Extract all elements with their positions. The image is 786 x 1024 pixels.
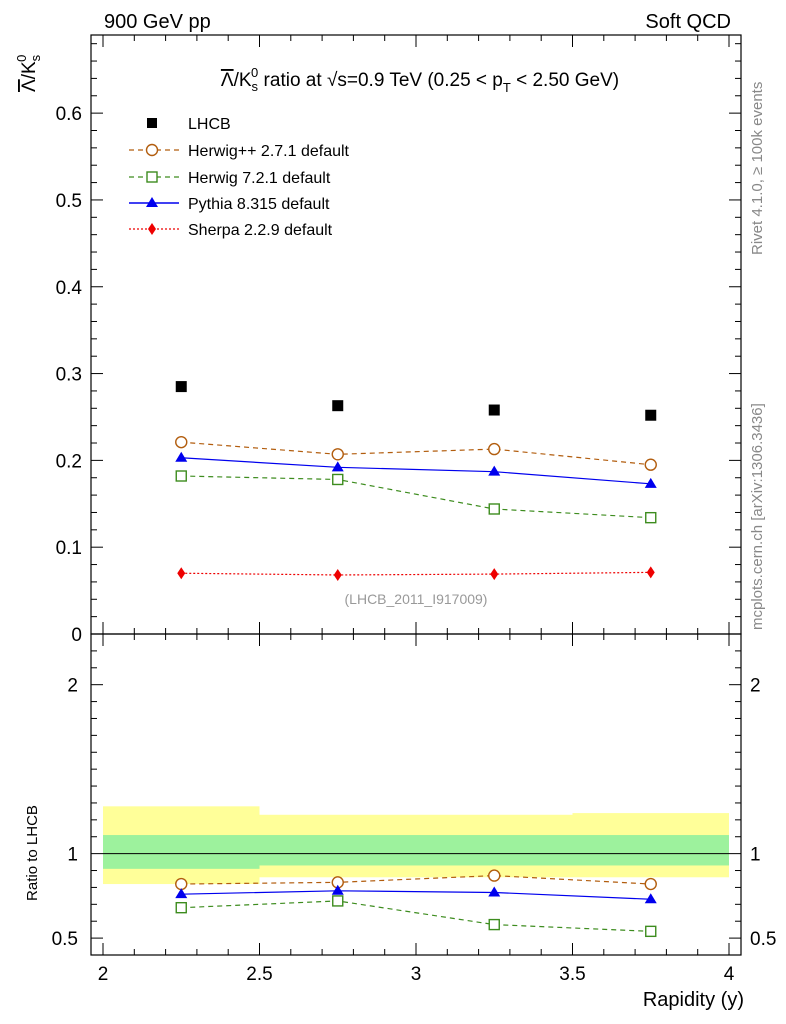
band-inner-0 bbox=[103, 835, 260, 869]
series-0-line bbox=[181, 441, 651, 466]
band-inner-3 bbox=[572, 835, 729, 866]
ratio-tick-label-right: 0.5 bbox=[750, 929, 776, 950]
series-2-point-3 bbox=[644, 477, 657, 488]
mcplots-label: mcplots.cern.ch [arXiv:1306.3436] bbox=[749, 403, 766, 630]
series-0-point-1 bbox=[331, 448, 344, 461]
title-tail: < 2.50 GeV) bbox=[511, 70, 619, 91]
series-1-ratio-point-2 bbox=[488, 918, 500, 931]
y-tick-label: 0.3 bbox=[56, 365, 82, 386]
series-2-point-0 bbox=[175, 451, 188, 462]
legend-marker-pythia bbox=[146, 197, 158, 207]
series-1-point-3 bbox=[645, 511, 657, 524]
legend-marker-sherpa bbox=[148, 223, 156, 235]
main-series bbox=[175, 381, 657, 581]
x-tick-label: 3 bbox=[411, 964, 422, 985]
lhcb-point-0 bbox=[175, 381, 187, 393]
chart-title: Λ/Ks0 ratio at √s=0.9 TeV (0.25 < pT < 2… bbox=[221, 65, 619, 95]
series-3-point-0 bbox=[177, 567, 186, 580]
series-2-ratio-point-0 bbox=[175, 888, 188, 899]
series-1-ratio-point-0 bbox=[175, 901, 187, 914]
y-tick-label: 0.6 bbox=[56, 104, 82, 125]
x-tick-label: 2.5 bbox=[246, 964, 272, 985]
series-2-point-2 bbox=[488, 465, 501, 476]
band-inner-1 bbox=[259, 835, 416, 866]
ratio-tick-label: 1 bbox=[67, 845, 78, 866]
series-0-ratio-point-2 bbox=[488, 869, 501, 882]
series-1-ratio-point-1 bbox=[332, 895, 344, 907]
ratio-bands bbox=[103, 806, 729, 885]
series-3-point-2 bbox=[490, 568, 499, 581]
header-left: 900 GeV pp bbox=[104, 11, 211, 33]
legend-label-sherpa: Sherpa 2.2.9 default bbox=[188, 222, 333, 239]
series-2-ratio-point-3 bbox=[644, 893, 657, 904]
legend-label-lhcb: LHCB bbox=[188, 116, 231, 133]
series-2-ratio-point-2 bbox=[488, 886, 501, 897]
legend-marker-lhcb bbox=[147, 118, 157, 128]
title-sub-s: s bbox=[252, 79, 259, 94]
series-2-line bbox=[181, 457, 651, 485]
ylabel-lambda-bar: Λ bbox=[19, 79, 40, 92]
ratio-y-axis-label: Ratio to LHCB bbox=[24, 805, 41, 901]
series-1-line bbox=[181, 475, 651, 519]
legend-label-herwigpp: Herwig++ 2.7.1 default bbox=[188, 143, 350, 160]
series-0-ratio-line bbox=[181, 874, 651, 885]
series-2-ratio-line bbox=[181, 890, 651, 900]
series-1-ratio-line bbox=[181, 900, 651, 932]
series-2-ratio-point-1 bbox=[331, 884, 344, 895]
lhcb-point-3 bbox=[645, 409, 657, 421]
series-3-line bbox=[181, 571, 651, 576]
title-sqrt: √ bbox=[327, 70, 338, 91]
x-tick-label: 3.5 bbox=[559, 964, 585, 985]
title-sup-0: 0 bbox=[251, 65, 258, 80]
legend: LHCB Herwig++ 2.7.1 default Herwig 7.2.1… bbox=[129, 116, 350, 239]
series-1-point-2 bbox=[488, 503, 500, 515]
y-tick-label: 0.5 bbox=[56, 191, 82, 212]
series-1-point-0 bbox=[175, 470, 187, 482]
y-tick-label: 0 bbox=[71, 625, 82, 646]
title-s-eq: s=0.9 TeV (0.25 < p bbox=[337, 70, 503, 91]
series-0-point-0 bbox=[175, 435, 188, 449]
legend-marker-herwig7 bbox=[146, 171, 158, 183]
ratio-tick-label-right: 2 bbox=[750, 676, 761, 697]
ratio-tick-label-right: 1 bbox=[750, 845, 761, 866]
title-lambda-bar: Λ bbox=[221, 70, 234, 91]
title-ratio-at: ratio at bbox=[258, 70, 327, 91]
series-2-point-1 bbox=[331, 461, 344, 472]
y-tick-label: 0.1 bbox=[56, 538, 82, 559]
legend-label-herwig7: Herwig 7.2.1 default bbox=[188, 170, 331, 187]
series-0-point-2 bbox=[488, 442, 501, 456]
series-0-ratio-point-3 bbox=[644, 877, 657, 891]
x-tick-label: 4 bbox=[724, 964, 735, 985]
ratio-tick-label: 0.5 bbox=[52, 929, 78, 950]
band-inner-2 bbox=[416, 835, 573, 866]
x-tick-label: 2 bbox=[98, 964, 109, 985]
series-0-ratio-point-0 bbox=[175, 877, 188, 891]
y-tick-label: 0.2 bbox=[56, 451, 82, 472]
ylabel-sub-s: s bbox=[28, 54, 43, 61]
series-3-point-1 bbox=[333, 568, 342, 581]
series-0-point-3 bbox=[644, 458, 657, 471]
ylabel-slash-k: /K bbox=[19, 61, 40, 79]
title-sub-t: T bbox=[503, 80, 511, 95]
ylabel-sup-0: 0 bbox=[14, 55, 29, 62]
axes: 2 2.5 3 3.5 4 0 0.1 0.2 0.3 0.4 0.5 0.6 0.5 0.5 1 1 2 2 bbox=[52, 34, 776, 985]
analysis-id: (LHCB_2011_I917009) bbox=[345, 591, 488, 607]
legend-label-pythia: Pythia 8.315 default bbox=[188, 196, 330, 213]
y-tick-label: 0.4 bbox=[56, 278, 83, 299]
ratio-series bbox=[175, 869, 657, 938]
series-1-ratio-point-3 bbox=[645, 925, 657, 938]
series-3-point-3 bbox=[646, 566, 655, 579]
legend-marker-herwigpp bbox=[145, 143, 159, 157]
header-right: Soft QCD bbox=[645, 11, 731, 33]
ratio-frame bbox=[90, 633, 742, 956]
ratio-tick-label: 2 bbox=[67, 676, 78, 697]
title-slash-k: /K bbox=[234, 70, 252, 91]
y-axis-label: Λ/Ks0 bbox=[14, 54, 43, 92]
lhcb-point-2 bbox=[488, 404, 500, 416]
lhcb-point-1 bbox=[332, 400, 344, 412]
x-axis-label: Rapidity (y) bbox=[643, 989, 744, 1011]
rivet-label: Rivet 4.1.0, ≥ 100k events bbox=[749, 82, 766, 255]
series-1-point-1 bbox=[332, 473, 344, 486]
